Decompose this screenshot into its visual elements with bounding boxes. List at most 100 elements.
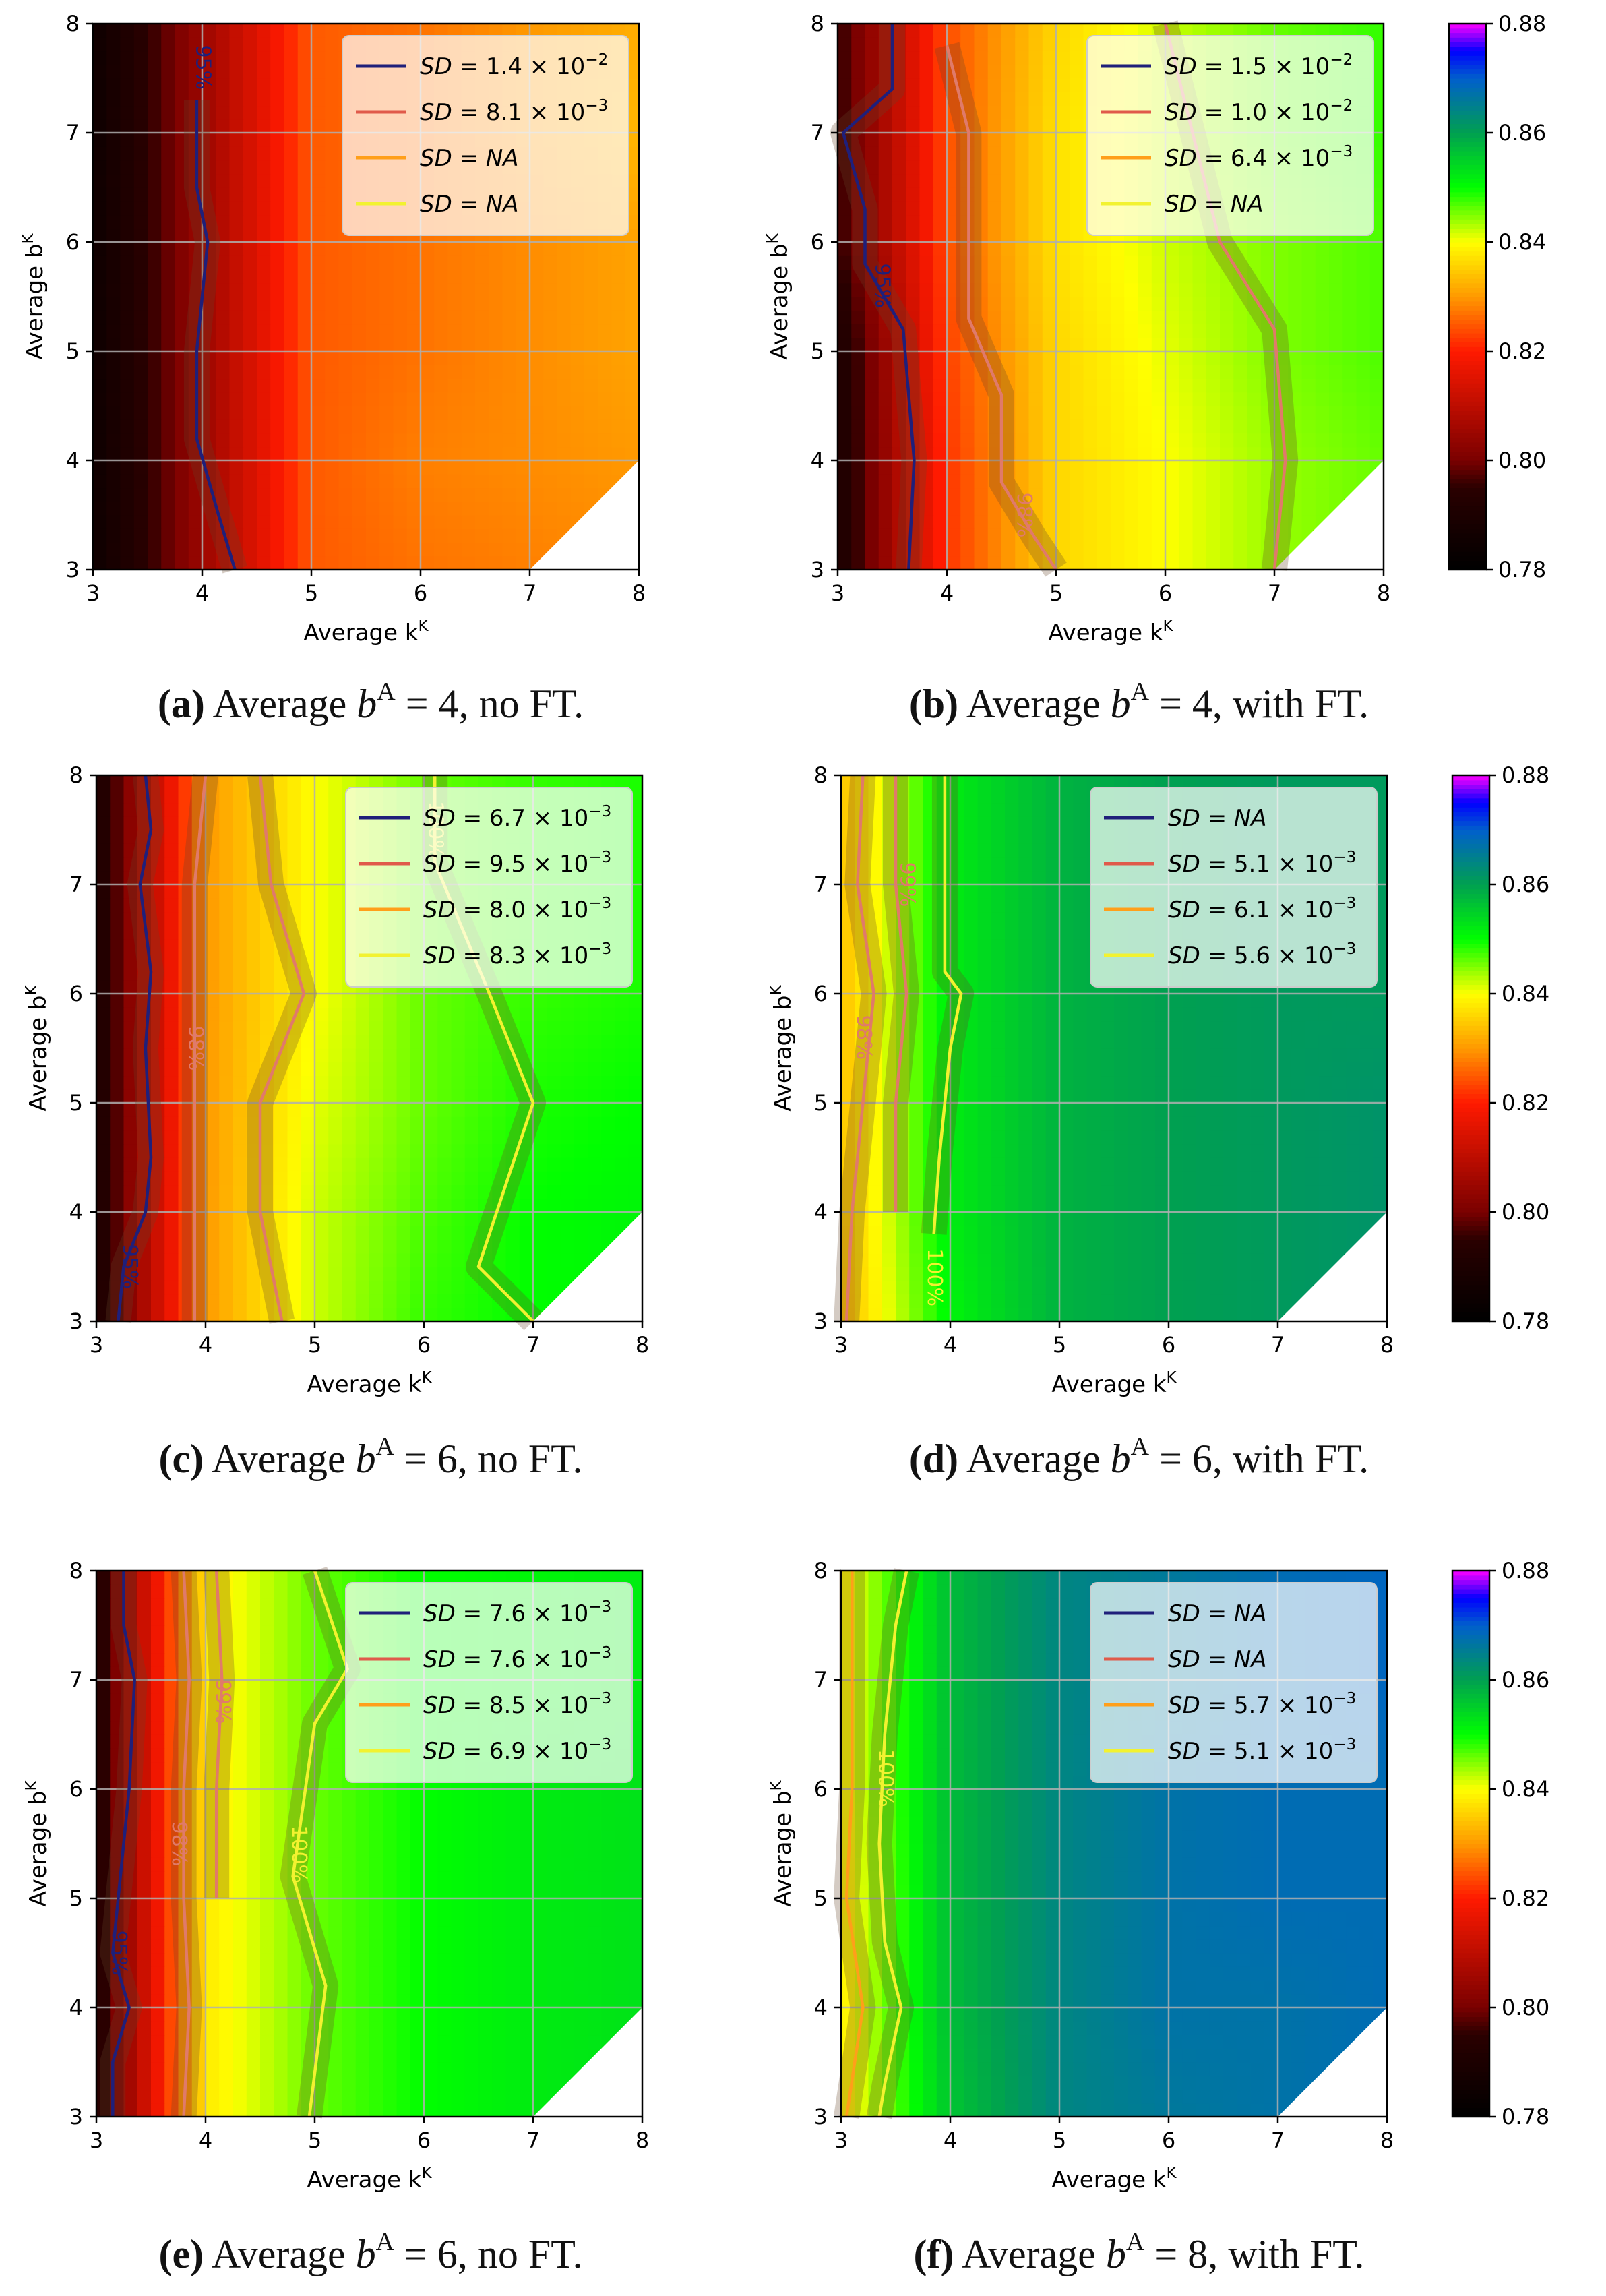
heat-cell — [1179, 337, 1194, 352]
heat-cell — [148, 242, 162, 256]
heat-cell — [1192, 501, 1207, 516]
heat-cell — [1111, 501, 1125, 516]
heat-cell — [464, 1130, 479, 1145]
heat-cell — [216, 255, 230, 270]
heat-cell — [1056, 105, 1070, 120]
heat-cell — [960, 460, 975, 475]
heat-cell — [1369, 310, 1384, 325]
heat-cell — [987, 474, 1002, 489]
heat-cell — [410, 1294, 425, 1308]
heat-cell — [625, 255, 640, 270]
heat-cell — [906, 242, 921, 256]
heat-cell — [1342, 392, 1357, 406]
heat-cell — [625, 365, 640, 380]
heat-cell — [219, 789, 234, 804]
heat-cell — [202, 365, 216, 380]
heat-cell — [297, 37, 312, 52]
heat-cell — [892, 378, 906, 393]
heat-cell — [557, 365, 572, 380]
heat-cell — [933, 501, 948, 516]
heat-cell — [1042, 255, 1057, 270]
heat-cell — [106, 337, 121, 352]
heat-cell — [1015, 64, 1030, 79]
heat-cell — [560, 1184, 575, 1199]
heat-cell — [233, 953, 247, 967]
heat-cell — [301, 1212, 315, 1226]
heat-cell — [1315, 297, 1330, 311]
heat-cell — [93, 406, 107, 420]
heat-cell — [106, 228, 121, 243]
heat-cell — [243, 119, 257, 133]
heat-cell — [947, 92, 961, 107]
heat-cell — [919, 146, 934, 161]
legend-na: NA — [486, 191, 519, 218]
heat-cell — [625, 24, 640, 38]
heat-cell — [284, 365, 299, 380]
heat-cell — [311, 146, 326, 161]
heat-cell — [1015, 173, 1030, 188]
heat-cell — [1056, 528, 1070, 543]
heat-cell — [611, 255, 626, 270]
heat-cell — [93, 64, 107, 79]
heat-cell — [219, 1267, 234, 1281]
heat-cell — [369, 994, 383, 1008]
heat-cell — [502, 24, 517, 38]
heat-cell — [325, 365, 340, 380]
heat-cell — [451, 1184, 466, 1199]
heat-cell — [892, 92, 906, 107]
heat-cell — [148, 51, 162, 65]
heat-cell — [355, 1034, 370, 1049]
legend-sd: SD — [423, 805, 456, 832]
heat-cell — [489, 419, 503, 434]
heat-cell — [1001, 92, 1016, 107]
heat-cell — [1260, 242, 1275, 256]
heat-cell — [878, 187, 893, 202]
heat-cell — [451, 1075, 466, 1090]
heat-cell — [1192, 446, 1207, 461]
heat-cell — [315, 1198, 329, 1213]
heat-cell — [311, 542, 326, 557]
heat-cell — [1124, 446, 1139, 461]
heat-cell — [175, 378, 189, 393]
heat-cell — [547, 1252, 561, 1267]
heat-cell — [164, 857, 179, 872]
heat-cell — [406, 255, 421, 270]
heat-cell — [1001, 133, 1016, 147]
legend-label: SD = 1.5 × 10−2 — [1165, 51, 1353, 80]
heat-cell — [369, 1280, 383, 1295]
heat-cell — [530, 242, 544, 256]
heat-cell — [383, 1007, 398, 1022]
heat-cell — [379, 542, 394, 557]
heat-cell — [216, 555, 230, 570]
heat-cell — [233, 870, 247, 885]
heat-cell — [206, 1226, 220, 1240]
heat-cell — [1042, 146, 1057, 161]
heat-cell — [188, 474, 203, 489]
heat-cell — [161, 324, 176, 338]
heat-cell — [164, 1034, 179, 1049]
heat-cell — [325, 269, 340, 284]
heat-cell — [1042, 474, 1057, 489]
heat-cell — [216, 446, 230, 461]
heat-cell — [137, 1307, 152, 1322]
heat-cell — [892, 528, 906, 543]
heat-cell — [1260, 406, 1275, 420]
heat-cell — [530, 337, 544, 352]
heat-cell — [1083, 378, 1098, 393]
legend-na: NA — [1231, 191, 1264, 218]
heat-cell — [570, 324, 585, 338]
heat-cell — [133, 460, 148, 475]
heat-cell — [447, 324, 462, 338]
heat-cell — [947, 160, 961, 175]
heat-cell — [1070, 119, 1084, 133]
heat-cell — [1233, 446, 1248, 461]
heat-cell — [974, 446, 989, 461]
heat-cell — [164, 802, 179, 817]
heat-cell — [106, 146, 121, 161]
heat-cell — [1070, 555, 1084, 570]
heat-cell — [246, 939, 261, 953]
heat-cell — [1151, 255, 1166, 270]
heat-cell — [598, 255, 613, 270]
heat-cell — [1042, 282, 1057, 297]
heat-cell — [410, 1021, 425, 1035]
